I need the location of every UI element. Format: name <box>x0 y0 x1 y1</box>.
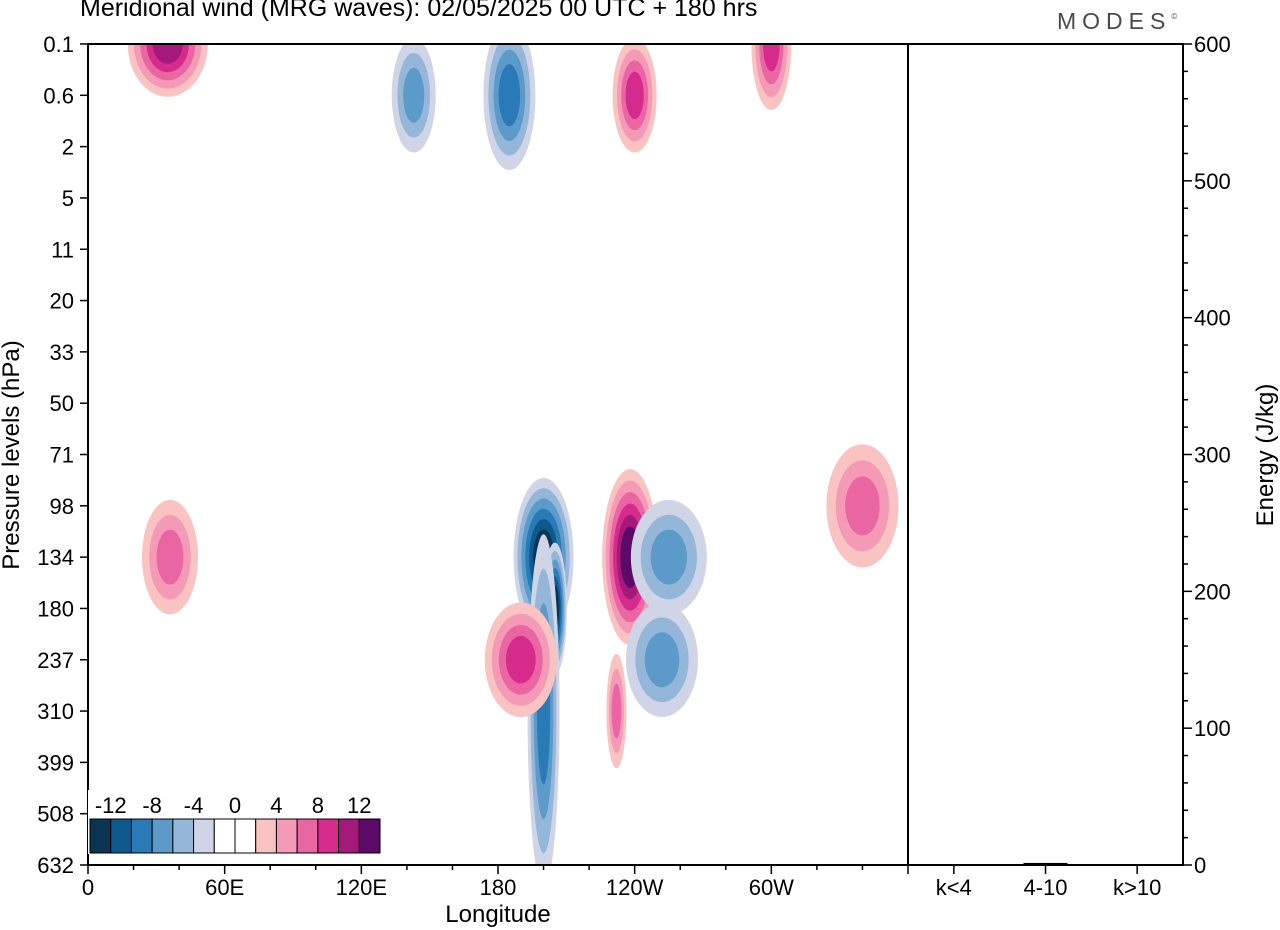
negative-anomaly <box>630 499 707 615</box>
y-tick-label: 11 <box>51 237 74 262</box>
x-tick-label: 0 <box>82 875 94 900</box>
x-tick-label: 120W <box>606 875 664 900</box>
y-tick-label: 399 <box>37 750 74 775</box>
colorbar-swatch <box>213 818 236 854</box>
energy-bar <box>931 864 976 866</box>
y-tick-label: 0.1 <box>43 32 74 57</box>
colorbar-swatch <box>338 818 360 854</box>
energy-tick-label: 100 <box>1194 716 1231 741</box>
energy-tick-label: 0 <box>1194 853 1206 878</box>
y-tick-label: 20 <box>50 289 74 314</box>
energy-category-label: k>10 <box>1113 875 1161 900</box>
positive-anomaly <box>751 44 792 110</box>
colorbar-label: -8 <box>142 793 162 818</box>
y-tick-label: 50 <box>50 391 74 416</box>
energy-axis-label: Energy (J/kg) <box>1252 384 1279 527</box>
x-axis-label: Longitude <box>445 901 550 928</box>
energy-category-label: k<4 <box>936 875 972 900</box>
energy-tick-label: 400 <box>1194 306 1231 331</box>
positive-anomaly <box>606 653 627 769</box>
energy-category-label: 4-10 <box>1023 875 1067 900</box>
colorbar-swatch <box>358 818 381 854</box>
colorbar-swatch <box>172 818 195 854</box>
brand-logo: MODES© <box>1057 8 1178 34</box>
positive-anomaly <box>484 602 557 717</box>
x-tick-label: 180 <box>480 875 517 900</box>
colorbar-swatch <box>234 818 257 854</box>
colorbar-swatch <box>110 818 132 854</box>
positive-anomaly <box>127 44 208 97</box>
y-axis: 0.1 0.6 2 5 11 20 33 50 71 98 134 180 237 310 399 508 63… <box>37 32 88 878</box>
colorbar-label: 12 <box>347 793 371 818</box>
chart-title: Meridional wind (MRG waves): 02/05/2025 … <box>80 0 758 22</box>
colorbar-swatch <box>317 818 340 854</box>
energy-axis: 0 100 200 300 400 500 600 <box>1183 32 1231 878</box>
energy-tick-label: 300 <box>1194 443 1231 468</box>
x-axis: 0 60E 120E 180 120W 60W <box>82 865 909 900</box>
colorbar-swatch <box>275 818 298 854</box>
y-tick-label: 2 <box>62 135 74 160</box>
y-tick-label: 632 <box>37 853 74 878</box>
colorbar-label: 8 <box>312 793 324 818</box>
colorbar-swatch <box>89 818 112 854</box>
colorbar-label: -12 <box>95 793 127 818</box>
negative-anomaly <box>391 44 436 153</box>
y-tick-label: 508 <box>37 802 74 827</box>
energy-bar <box>1023 862 1068 865</box>
energy-tick-label: 600 <box>1194 32 1231 57</box>
y-axis-label: Pressure levels (hPa) <box>0 340 25 569</box>
x-tick-label: 60W <box>749 875 794 900</box>
colorbar-label: -4 <box>184 793 204 818</box>
y-tick-label: 71 <box>50 443 74 468</box>
y-tick-label: 33 <box>50 340 74 365</box>
negative-anomaly <box>626 602 698 717</box>
plot-frame <box>87 43 909 866</box>
y-tick-label: 98 <box>50 494 74 519</box>
energy-bars: k<4 4-10 k>10 <box>931 862 1161 900</box>
colorbar-swatch <box>193 818 215 854</box>
colorbar-label: 0 <box>229 793 241 818</box>
negative-anomaly <box>483 44 536 171</box>
y-tick-label: 0.6 <box>43 83 74 108</box>
colorbar-swatch <box>130 818 153 854</box>
y-tick-label: 237 <box>37 648 74 673</box>
colorbar-swatch <box>296 818 319 854</box>
x-tick-label: 120E <box>336 875 387 900</box>
y-tick-label: 310 <box>37 699 74 724</box>
positive-anomaly <box>142 499 198 615</box>
y-tick-label: 5 <box>62 186 74 211</box>
energy-tick-label: 500 <box>1194 169 1231 194</box>
colorbar: -12 -8 -4 0 4 8 12 <box>88 790 382 854</box>
y-tick-label: 134 <box>37 545 74 570</box>
energy-tick-label: 200 <box>1194 579 1231 604</box>
colorbar-swatch <box>255 818 277 854</box>
colorbar-label: 4 <box>270 793 282 818</box>
x-tick-label: 60E <box>205 875 244 900</box>
contour-field <box>127 44 899 865</box>
y-tick-label: 180 <box>37 596 74 621</box>
energy-panel-frame <box>907 43 1184 866</box>
positive-anomaly <box>826 444 899 568</box>
positive-anomaly <box>612 44 657 153</box>
colorbar-swatch <box>151 818 174 854</box>
